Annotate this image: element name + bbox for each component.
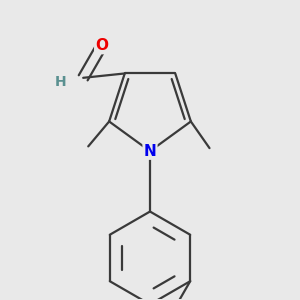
Text: H: H	[55, 75, 66, 89]
Text: N: N	[144, 144, 156, 159]
Text: O: O	[95, 38, 108, 53]
